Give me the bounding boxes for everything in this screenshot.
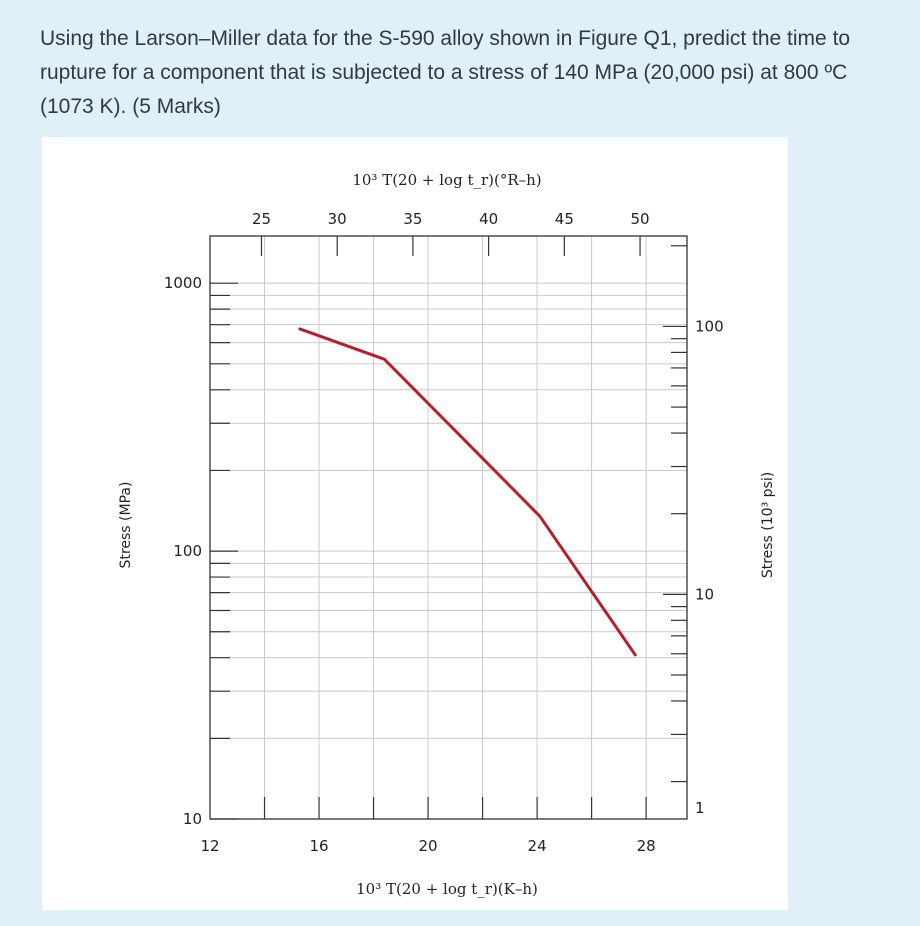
x-tick-label: 12 [200,837,219,855]
top-tick-label: 35 [403,210,422,228]
top-tick-label: 25 [252,210,271,228]
question-text: Using the Larson–Miller data for the S-5… [40,27,851,118]
top-tick-label: 40 [479,210,498,228]
grid [210,236,687,819]
top-tick-label: 30 [328,210,347,228]
ticks [210,236,687,820]
y-tick-label: 100 [173,542,202,560]
x-tick-label: 24 [528,837,547,855]
plot-frame [209,235,688,820]
right-y-axis-title: Stress (10³ psi) [760,472,776,578]
x-tick-label: 16 [309,837,328,855]
right-y-tick-label: 1 [695,799,705,817]
x-tick-label: 28 [637,837,656,855]
right-y-tick-label: 10 [695,585,714,603]
x-axis-title: 10³ T(20 + log t_r)(K–h) [356,880,538,898]
figure-panel: 12 16 20 24 28 10 100 1000 1 10 100 25 30 35 40 45 50 10… [42,137,788,910]
right-y-tick-label: 100 [695,317,724,335]
y-tick-label: 1000 [164,274,202,292]
x-tick-label: 20 [419,837,438,855]
series-line [298,327,637,657]
top-axis-title: 10³ T(20 + log t_r)(°R–h) [352,171,541,189]
y-axis-title: Stress (MPa) [118,482,134,569]
top-tick-label: 45 [555,210,574,228]
larson-miller-chart: 12 16 20 24 28 10 100 1000 1 10 100 25 30 35 40 45 50 10… [118,171,776,898]
series [298,327,637,657]
tick-labels: 12 16 20 24 28 10 100 1000 1 10 100 25 30 35 40 45 50 [164,210,724,855]
top-tick-label: 50 [631,210,650,228]
y-tick-label: 10 [183,810,202,828]
